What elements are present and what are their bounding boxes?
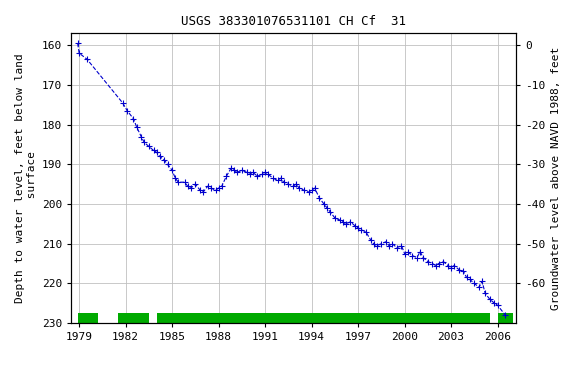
Y-axis label: Groundwater level above NAVD 1988, feet: Groundwater level above NAVD 1988, feet <box>551 46 561 310</box>
Bar <box>157 313 490 323</box>
Bar <box>498 313 513 323</box>
Y-axis label: Depth to water level, feet below land
 surface: Depth to water level, feet below land su… <box>15 53 37 303</box>
Legend:  <box>283 366 293 375</box>
Title: USGS 383301076531101 CH Cf  31: USGS 383301076531101 CH Cf 31 <box>181 15 406 28</box>
Bar <box>78 313 98 323</box>
Bar <box>118 313 149 323</box>
